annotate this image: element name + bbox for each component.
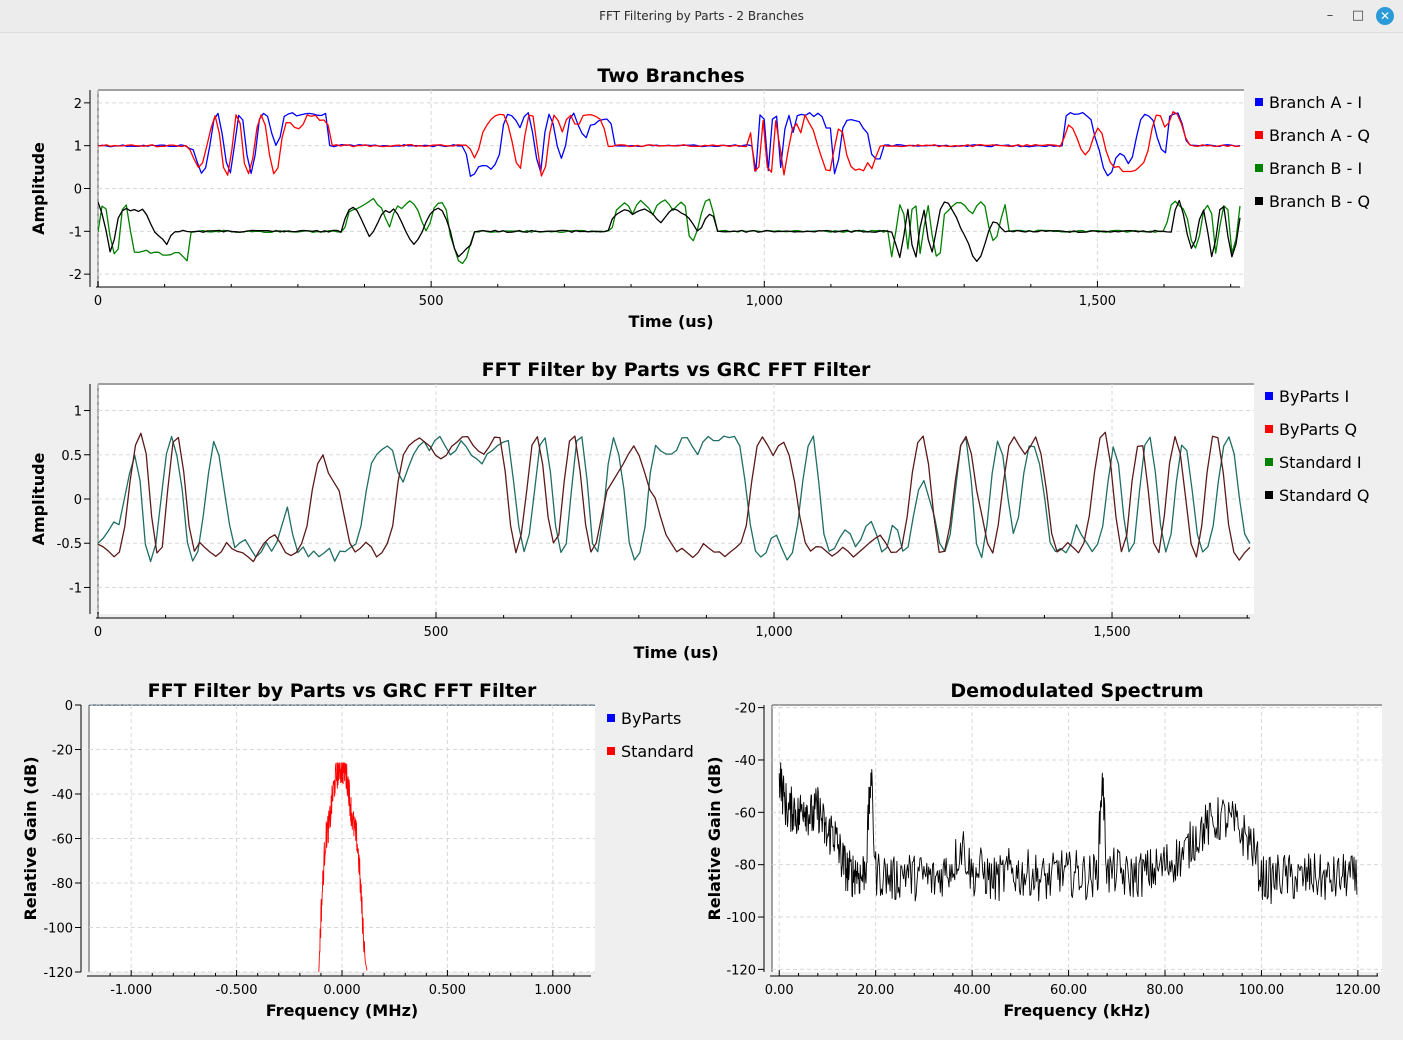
y-axis-label: Relative Gain (dB)	[705, 756, 724, 920]
minimize-button[interactable]: –	[1326, 8, 1334, 23]
legend-label: Branch A - Q	[1269, 126, 1370, 145]
y-axis-label: Amplitude	[29, 142, 48, 235]
y-tick-label: -80	[52, 877, 73, 892]
y-tick-label: -60	[52, 833, 73, 848]
chart-title: Demodulated Spectrum	[950, 680, 1203, 702]
y-tick-label: -80	[735, 859, 756, 874]
x-tick-label: 60.00	[1050, 983, 1087, 998]
x-tick-label: 40.00	[954, 983, 991, 998]
x-tick-label: 20.00	[857, 983, 894, 998]
x-axis-label: Time (us)	[628, 312, 713, 331]
legend-label: Standard I	[1279, 453, 1362, 472]
y-tick-label: -120	[43, 966, 73, 981]
x-tick-label: 500	[419, 294, 444, 309]
series-line-branch-a-q	[98, 111, 1241, 177]
chart-2: FFT Filter by Parts vs GRC FFT Filter 0 50…	[29, 359, 1369, 662]
legend-swatch	[1255, 197, 1263, 205]
chart-3: FFT Filter by Parts vs GRC FFT Filter -1.…	[21, 680, 694, 1020]
title-bar: FFT Filtering by Parts - 2 Branches – □ …	[0, 0, 1403, 33]
x-tick-label: 0.500	[429, 983, 466, 998]
chart-title: FFT Filter by Parts vs GRC FFT Filter	[148, 680, 537, 702]
legend-swatch	[607, 714, 615, 722]
legend-swatch	[1265, 458, 1273, 466]
y-tick-label: -100	[726, 911, 756, 926]
y-tick-label: 2	[74, 97, 82, 112]
chart-4: Demodulated Spectrum 0.00 20.00 40.00 60.00 8…	[705, 680, 1382, 1020]
y-tick-label: -40	[52, 788, 73, 803]
x-tick-label: 0	[94, 625, 102, 640]
y-tick-label: -20	[735, 702, 756, 717]
series-line-i	[98, 435, 1251, 563]
chart-title: Two Branches	[597, 65, 744, 87]
x-tick-label: 100.00	[1239, 983, 1285, 998]
y-tick-label: -1	[69, 225, 82, 240]
x-tick-label: 1,000	[755, 625, 792, 640]
legend-label: Branch B - I	[1269, 159, 1362, 178]
x-tick-label: 0.00	[765, 983, 794, 998]
series-group	[89, 705, 595, 972]
legend-swatch	[1265, 425, 1273, 433]
series-group	[98, 111, 1241, 265]
y-tick-label: -40	[735, 754, 756, 769]
x-tick-label: 500	[424, 625, 449, 640]
y-tick-label: 0	[65, 699, 73, 714]
y-axis-label: Amplitude	[29, 452, 48, 545]
y-tick-label: 0	[74, 493, 82, 508]
legend-label: ByParts	[621, 709, 681, 728]
x-axis-label: Frequency (kHz)	[1003, 1001, 1150, 1020]
maximize-button[interactable]: □	[1351, 8, 1365, 23]
series-line-q	[98, 431, 1251, 563]
y-tick-label: -20	[52, 744, 73, 759]
y-tick-label: -0.5	[57, 537, 82, 552]
series-line-standard	[318, 762, 368, 972]
legend-swatch	[1255, 131, 1263, 139]
legend-swatch	[1255, 164, 1263, 172]
y-tick-label: -120	[726, 963, 756, 978]
chart-1: Two Branches 0 500 1,000 1,500 2 1 0 -1 -2 Time (u…	[29, 65, 1370, 331]
y-tick-label: 1	[74, 405, 82, 420]
x-tick-label: 0	[94, 294, 102, 309]
x-axis-label: Frequency (MHz)	[266, 1001, 418, 1020]
y-tick-label: -60	[735, 806, 756, 821]
y-tick-label: -1	[69, 581, 82, 596]
x-axis-label: Time (us)	[633, 643, 718, 662]
y-tick-label: 1	[74, 140, 82, 155]
x-tick-label: 120.00	[1335, 983, 1381, 998]
x-tick-label: 80.00	[1146, 983, 1183, 998]
plots-canvas: Two Branches 0 500 1,000 1,500 2 1 0 -1 -2 Time (u…	[21, 65, 1382, 1020]
x-tick-label: 1,500	[1079, 294, 1116, 309]
close-button[interactable]: ✕	[1376, 7, 1394, 25]
x-tick-label: -0.500	[216, 983, 258, 998]
legend-label: ByParts I	[1279, 387, 1349, 406]
series-group	[778, 762, 1358, 905]
legend-swatch	[607, 747, 615, 755]
plot-area	[772, 705, 1382, 972]
y-tick-label: -100	[43, 922, 73, 937]
series-line-branch-b-q	[98, 199, 1241, 262]
chart-title: FFT Filter by Parts vs GRC FFT Filter	[482, 359, 871, 381]
y-tick-label: 0.5	[61, 449, 82, 464]
series-group	[98, 431, 1251, 563]
legend-label: Branch A - I	[1269, 93, 1362, 112]
legend-label: Standard	[621, 742, 694, 761]
legend-swatch	[1265, 392, 1273, 400]
legend-swatch	[1265, 491, 1273, 499]
x-tick-label: -1.000	[110, 983, 152, 998]
window-title: FFT Filtering by Parts - 2 Branches	[599, 9, 804, 23]
x-tick-label: 1.000	[534, 983, 571, 998]
legend-label: Branch B - Q	[1269, 192, 1370, 211]
x-tick-label: 1,000	[746, 294, 783, 309]
y-tick-label: 0	[74, 183, 82, 198]
y-tick-label: -2	[69, 268, 82, 283]
legend-label: Standard Q	[1279, 486, 1369, 505]
y-axis-label: Relative Gain (dB)	[21, 756, 40, 920]
x-tick-label: 1,500	[1093, 625, 1130, 640]
series-line-trace	[778, 762, 1358, 905]
legend-label: ByParts Q	[1279, 420, 1357, 439]
x-tick-label: 0.000	[323, 983, 360, 998]
legend-swatch	[1255, 98, 1263, 106]
